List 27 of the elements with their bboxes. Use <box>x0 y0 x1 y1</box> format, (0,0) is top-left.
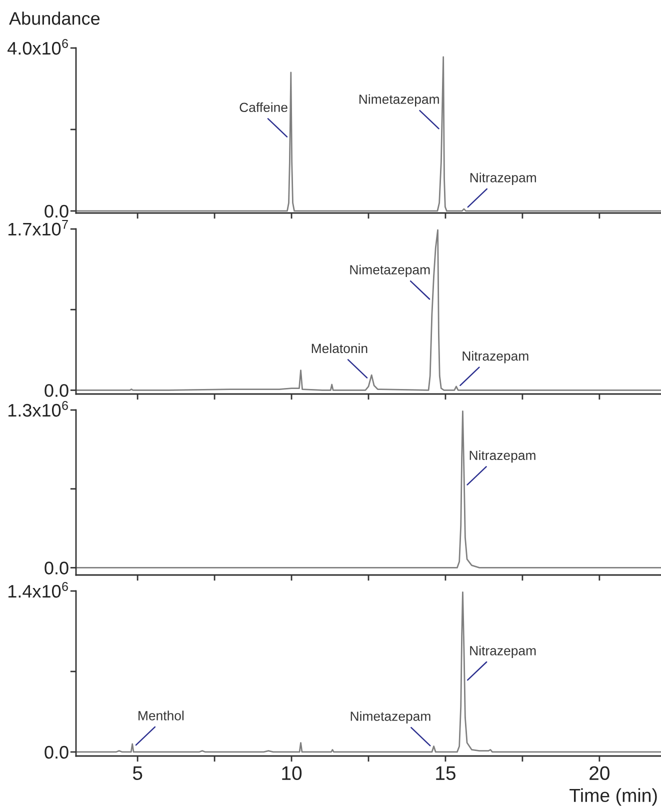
y-tick-label: 4.0x10$^{6}$ <box>8 39 68 55</box>
y-tick-label: 1.7x10$^{7}$ <box>8 220 68 236</box>
annotation: Menthol <box>138 710 184 720</box>
y-tick-label: 1.4x10$^{6}$ <box>8 582 68 598</box>
line-series <box>76 591 661 753</box>
annotation: Melatonin <box>312 343 368 354</box>
annotation: Caffeine <box>240 102 288 112</box>
y-tick-label: 1.3x10$^{6}$ <box>8 401 68 417</box>
annotation: Nimetazepam <box>350 264 430 278</box>
y-tick-label: 0.0 <box>44 746 68 759</box>
x-tick-label: 5 <box>132 766 142 780</box>
x-tick-label: 15 <box>436 766 456 780</box>
y-axis-title: Abundance <box>9 12 100 25</box>
annotation: Nimetazepam <box>350 711 430 724</box>
line-series <box>76 410 661 568</box>
y-tick-label: 0.0 <box>44 204 68 218</box>
x-tick-label: 10 <box>282 766 302 780</box>
annotation: Nitrazepam <box>470 646 536 658</box>
x-axis-title: Time (min) <box>570 788 657 806</box>
x-tick-label: 20 <box>590 766 610 780</box>
annotation: Nimetazepam <box>359 94 439 107</box>
annotation: Nitrazepam <box>470 172 536 185</box>
annotation: Nitrazepam <box>462 351 528 364</box>
line-series <box>76 229 661 391</box>
y-tick-label: 0.0 <box>44 384 68 397</box>
y-tick-label: 0.0 <box>44 562 68 574</box>
annotation: Nitrazepam <box>470 450 536 463</box>
